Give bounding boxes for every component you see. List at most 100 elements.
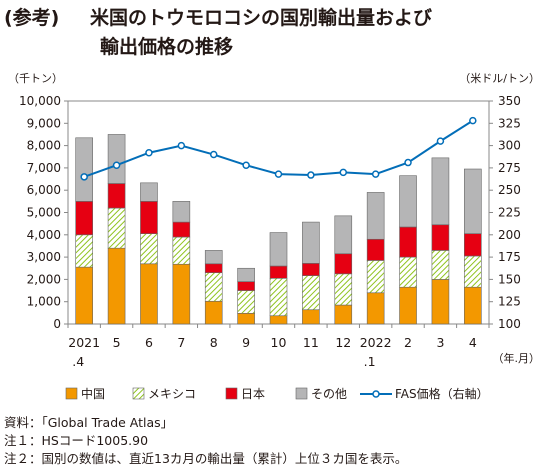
bar-segment [399, 286, 417, 325]
y-right-tick-label: 175 [498, 250, 521, 264]
legend-label: FAS価格（右軸） [395, 386, 489, 401]
bar-segment [366, 192, 385, 240]
bar-segment [302, 309, 320, 325]
legend-swatch [65, 387, 78, 400]
legend-label: 中国 [81, 386, 105, 401]
x-tick-label: 11 [303, 335, 319, 350]
fas-price-point [404, 158, 412, 167]
y-left-tick-label: 7,000 [27, 161, 61, 175]
bar-segment [172, 221, 191, 238]
y-left-tick-label: 8,000 [27, 139, 61, 153]
y-right-unit: （米ドル/トン） [459, 72, 540, 85]
y-left-tick-label: 4,000 [27, 228, 61, 242]
bar-segment [75, 266, 93, 325]
bar-segment [464, 286, 482, 325]
bar-segment [399, 175, 417, 228]
bar-segment [269, 265, 288, 279]
bar-segment [107, 183, 126, 209]
bar-segment [75, 137, 93, 202]
x-tick-label: 9 [242, 335, 250, 350]
bar-segment [302, 221, 320, 264]
y-left-tick-label: 6,000 [27, 183, 61, 197]
x-tick-label: 2021 [68, 335, 100, 350]
legend-swatch [295, 387, 308, 400]
title-line-2: 輸出価格の推移 [100, 36, 234, 58]
y-right-tick-label: 225 [498, 206, 521, 220]
chart-notes: 資料：「Global Trade Atlas」 注１：HSコード1005.90 … [4, 414, 407, 468]
bar-segment [107, 247, 126, 325]
bar-segment [140, 182, 158, 202]
x-tick-label: 6 [145, 335, 153, 350]
bar-segment [302, 263, 320, 276]
fas-price-point [177, 141, 186, 150]
bar-segment [204, 272, 223, 302]
fas-price-point [339, 168, 348, 177]
note-2: 注２：国別の数値は、直近13カ月の輸出量（累計）上位３カ国を表示。 [4, 451, 408, 466]
y-left-unit: （千トン） [8, 72, 63, 85]
bar-segment [334, 304, 353, 325]
title-line-1: 米国のトウモロコシの国別輸出量および [90, 7, 433, 29]
bar-segment [107, 134, 126, 184]
y-right-tick-label: 100 [498, 317, 521, 331]
x-tick-label: 12 [335, 335, 351, 350]
legend-swatch [225, 387, 238, 400]
fas-price-line [83, 119, 474, 178]
bar-segment [302, 275, 320, 311]
fas-price-point [80, 173, 88, 181]
bar-segment [269, 277, 288, 317]
y-right-tick-label: 125 [498, 295, 521, 309]
bar-segment [269, 315, 288, 325]
bar-segment [399, 226, 417, 258]
chart-title: (参考) 米国のトウモロコシの国別輸出量および 輸出価格の推移 [4, 4, 544, 62]
bar-segment [366, 238, 385, 261]
bar-segment [204, 263, 223, 274]
y-left-tick-label: 9,000 [27, 116, 61, 130]
y-left-tick-label: 1,000 [27, 295, 61, 309]
title-tag: (参考) [4, 7, 60, 29]
bar-segment [334, 215, 353, 255]
fas-price-point [145, 148, 153, 157]
fas-price-point [242, 161, 250, 169]
y-right-tick-label: 325 [498, 116, 521, 130]
bar-segment [172, 236, 191, 265]
x-tick-label: 4 [469, 335, 477, 350]
bar-segment [464, 255, 482, 288]
y-right-tick-label: 150 [498, 272, 521, 286]
bar-segment [75, 201, 93, 236]
x-tick-label: 3 [436, 335, 444, 350]
fas-price-point [469, 116, 477, 125]
y-left-tick-label: 0 [53, 317, 61, 331]
x-tick-label: 5 [113, 335, 121, 350]
fas-price-point [307, 171, 315, 179]
x-tick-label: 7 [177, 335, 185, 350]
fas-price-point [112, 161, 121, 169]
legend-label: メキシコ [148, 387, 196, 401]
bar-segment [237, 267, 255, 282]
y-left-tick-label: 5,000 [27, 206, 61, 220]
x-unit: （年.月） [493, 351, 541, 365]
x-tick-label: 10 [271, 335, 287, 350]
bar-segment [204, 250, 223, 265]
bar-segment [204, 300, 223, 325]
y-left-tick-label: 10,000 [19, 94, 61, 108]
y-right-tick-label: 275 [498, 161, 521, 175]
bar-segment [464, 168, 482, 234]
y-right-tick-label: 250 [498, 183, 521, 197]
legend-label: その他 [311, 387, 347, 401]
x-tick-label: 2022 [360, 335, 392, 350]
note-1: 注１：HSコード1005.90 [4, 433, 149, 448]
bar-segment [140, 201, 158, 234]
source-note: 資料：「Global Trade Atlas」 [4, 415, 174, 430]
bar-segment [366, 292, 385, 325]
bar-segment [140, 233, 158, 265]
x-tick-label: 2 [404, 335, 412, 350]
x-tick-label: .4 [72, 354, 84, 369]
bar-segment [172, 201, 191, 223]
bar-segment [172, 263, 191, 325]
bar-segment [431, 250, 450, 280]
bar-segment [464, 233, 482, 257]
fas-price-point [274, 170, 283, 178]
bar-segment [431, 157, 450, 226]
bar-segment [107, 207, 126, 249]
legend-line-marker [372, 390, 380, 398]
